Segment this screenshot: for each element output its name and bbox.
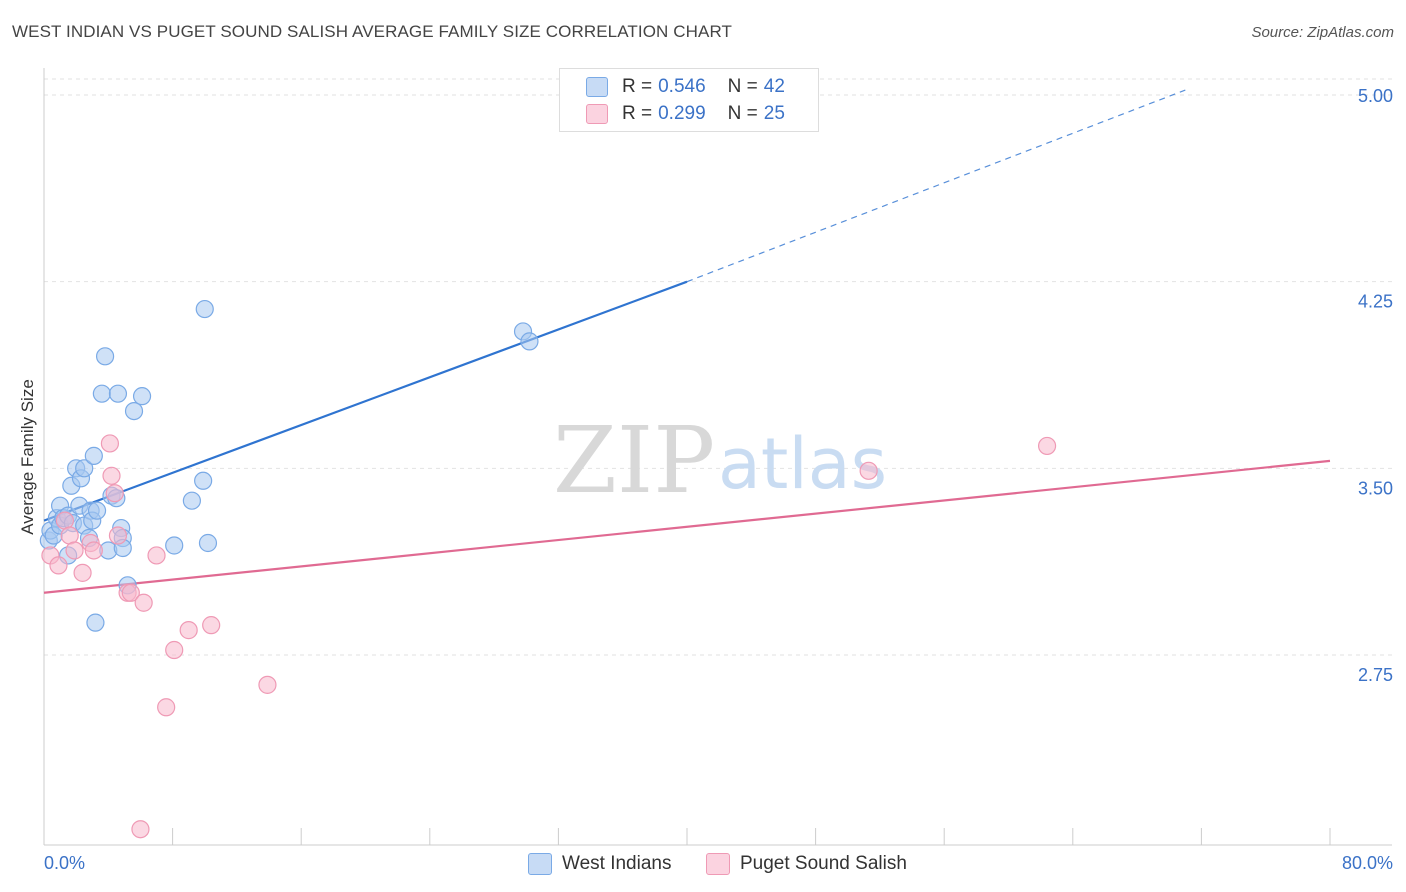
watermark: ZIP atlas <box>553 407 887 514</box>
legend-r-value: 0.299 <box>658 103 706 124</box>
legend-row-puget-sound-salish: R = 0.299 N = 25 <box>586 102 785 126</box>
trend-lines <box>43 89 1331 594</box>
point-puget-sound-salish <box>202 616 221 635</box>
point-west-indians <box>75 459 94 478</box>
point-puget-sound-salish <box>102 466 121 485</box>
point-west-indians <box>520 332 539 351</box>
point-west-indians <box>182 491 201 510</box>
source-credit: Source: ZipAtlas.com <box>1251 24 1394 41</box>
point-puget-sound-salish <box>121 583 140 602</box>
grid-lines <box>44 78 1392 656</box>
bottom-legend-puget-sound-salish: Puget Sound Salish <box>706 852 907 876</box>
data-points <box>39 299 1057 839</box>
point-west-indians <box>86 613 105 632</box>
point-west-indians <box>95 347 115 366</box>
point-puget-sound-salish <box>134 593 153 612</box>
point-west-indians <box>194 471 213 490</box>
point-west-indians <box>165 536 184 555</box>
point-west-indians <box>198 533 218 553</box>
trend-line-west-indians <box>43 280 688 522</box>
y-tick-label: 5.00 <box>1358 86 1393 106</box>
point-puget-sound-salish <box>258 675 277 694</box>
legend-swatch-blue <box>586 77 608 97</box>
point-puget-sound-salish <box>65 541 84 560</box>
watermark-atlas: atlas <box>718 423 887 505</box>
point-puget-sound-salish <box>165 640 184 660</box>
point-puget-sound-salish <box>105 484 124 503</box>
bottom-legend-label: Puget Sound Salish <box>740 853 907 874</box>
point-west-indians <box>132 387 152 406</box>
point-puget-sound-salish <box>147 546 166 565</box>
axis-labels: 5.00 4.25 3.50 2.75 0.0% 80.0% Average Family … <box>18 86 1393 873</box>
y-axis-label: Average Family Size <box>18 379 37 535</box>
legend-r-label: R = <box>622 103 653 124</box>
point-puget-sound-salish <box>84 541 103 560</box>
bottom-legend-swatch-pink <box>706 853 730 875</box>
axes <box>43 68 1392 846</box>
chart-title: WEST INDIAN VS PUGET SOUND SALISH AVERAG… <box>12 22 732 41</box>
point-puget-sound-salish <box>108 526 128 545</box>
legend-n-value: 25 <box>763 103 785 124</box>
legend-r-value: 0.546 <box>658 76 706 97</box>
x-tick-label-max: 80.0% <box>1342 853 1393 873</box>
point-puget-sound-salish <box>179 621 198 640</box>
bottom-legend-west-indians: West Indians <box>528 852 671 876</box>
point-puget-sound-salish <box>1037 436 1057 456</box>
y-tick-label: 3.50 <box>1358 478 1393 498</box>
watermark-zip: ZIP <box>553 407 715 514</box>
bottom-legend-label: West Indians <box>562 853 672 874</box>
correlation-legend: R = 0.546 N = 42 R = 0.299 N = 25 <box>559 68 819 132</box>
legend-n-value: 42 <box>763 76 785 97</box>
y-tick-label: 4.25 <box>1358 292 1393 312</box>
point-puget-sound-salish <box>859 461 878 480</box>
trend-line-puget-sound-salish <box>43 459 1331 594</box>
point-west-indians <box>124 401 144 421</box>
legend-r-label: R = <box>622 76 653 97</box>
point-puget-sound-salish <box>49 556 68 575</box>
point-west-indians <box>92 384 111 403</box>
point-west-indians <box>87 501 107 520</box>
point-west-indians <box>108 384 128 403</box>
legend-n-label: N = <box>727 103 758 124</box>
trend-extension-west-indians <box>686 89 1186 283</box>
point-west-indians <box>84 446 103 465</box>
legend-n-label: N = <box>727 76 758 97</box>
point-puget-sound-salish <box>73 563 92 582</box>
legend-swatch-pink <box>586 104 608 124</box>
point-puget-sound-salish <box>131 820 150 839</box>
point-puget-sound-salish <box>157 698 176 717</box>
x-tick-label-min: 0.0% <box>44 853 85 873</box>
point-west-indians <box>195 299 214 319</box>
bottom-legend-swatch-blue <box>528 853 552 875</box>
y-tick-label: 2.75 <box>1358 665 1393 685</box>
point-puget-sound-salish <box>100 434 120 453</box>
legend-row-west-indians: R = 0.546 N = 42 <box>586 75 785 99</box>
